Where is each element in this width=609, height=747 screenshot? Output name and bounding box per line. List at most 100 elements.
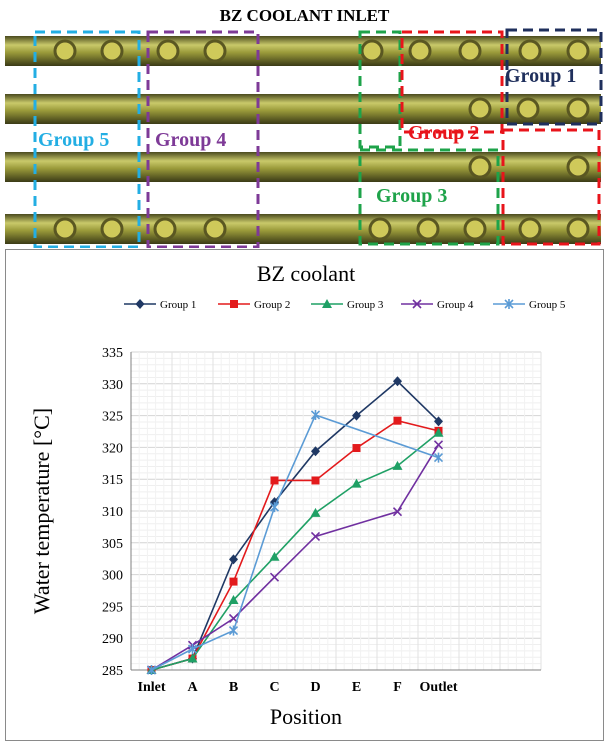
pipe-hole: [203, 39, 227, 63]
data-point-group-4: [310, 531, 321, 542]
group-2-box: [400, 30, 504, 134]
data-point-group-1: [270, 497, 279, 508]
legend-label-2: Group 2: [254, 299, 290, 311]
data-point-group-3: [433, 427, 444, 437]
data-point-group-5: [146, 665, 157, 675]
chart-frame: 285 290 295 300 305 310 315 320 325 330 335 Inlet A B…: [5, 249, 604, 741]
data-point-group-3: [310, 507, 321, 517]
data-point-group-1: [229, 554, 238, 565]
pipe-hole: [566, 39, 590, 63]
data-point-group-3: [351, 478, 362, 488]
pipe-hole: [468, 97, 492, 121]
data-point-group-5: [187, 644, 198, 655]
legend-marker-3: [322, 299, 332, 308]
data-point-group-1: [352, 410, 361, 421]
data-point-group-3: [269, 551, 280, 561]
pipe-hole: [100, 39, 124, 63]
y-tick-label: 305: [102, 537, 123, 552]
y-tick-label: 300: [102, 569, 123, 584]
y-tick-label: 310: [102, 505, 123, 520]
data-point-group-3: [228, 595, 239, 605]
x-tick-label: F: [393, 680, 402, 695]
pipe-hole: [463, 217, 487, 241]
data-point-group-2: [311, 476, 320, 485]
group-5-box: [33, 30, 141, 248]
legend-marker-5: [504, 299, 514, 309]
pipe-hole: [566, 155, 590, 179]
legend-marker-2: [230, 300, 238, 308]
y-tick-label: 285: [102, 664, 123, 679]
pipe-hole: [566, 97, 590, 121]
group-4-label: Group 4: [155, 129, 226, 151]
x-tick-label: Inlet: [138, 680, 166, 695]
pipe-row-3: [5, 152, 601, 182]
y-tick-label: 315: [102, 473, 123, 488]
pipe-row-4: [5, 214, 601, 244]
line-chart: 285 290 295 300 305 310 315 320 325 330 335 Inlet A B…: [29, 261, 566, 729]
group-1-label: Group 1: [505, 65, 576, 87]
data-point-group-4: [433, 440, 444, 450]
x-tick-label: B: [229, 680, 238, 695]
data-point-group-2: [270, 476, 279, 485]
data-point-group-1: [434, 416, 443, 427]
group-3-box: [358, 30, 402, 149]
pipe-hole: [53, 39, 77, 63]
data-point-group-2: [229, 577, 238, 586]
data-point-group-5: [269, 502, 280, 513]
group-5-label: Group 5: [38, 129, 109, 151]
group-3-label: Group 3: [376, 185, 447, 207]
data-point-group-3: [392, 460, 403, 470]
data-point-group-3: [187, 653, 198, 663]
x-tick-label: C: [269, 680, 279, 695]
series-line-5: [151, 413, 439, 671]
pipe-photo: Group 1 Group 2 Group 3 Group 4 Group 5: [5, 28, 603, 248]
legend-label-3: Group 3: [347, 299, 384, 311]
pipe-hole: [100, 217, 124, 241]
pipe-hole: [416, 217, 440, 241]
pipe-row-2: [5, 94, 601, 124]
x-axis-label: Position: [270, 704, 342, 729]
legend-label-1: Group 1: [160, 299, 196, 311]
y-axis-label: Water temperature [°C]: [29, 408, 54, 614]
y-tick-label: 295: [102, 600, 123, 615]
pipe-hole: [368, 217, 392, 241]
group-2-box-lower: [501, 128, 601, 246]
pipe-hole: [468, 155, 492, 179]
pipe-hole: [566, 217, 590, 241]
pipe-hole: [518, 217, 542, 241]
x-tick-label: A: [187, 680, 198, 695]
group-4-box: [146, 30, 260, 248]
pipe-hole: [156, 39, 180, 63]
data-point-group-2: [352, 444, 361, 453]
series-line-1: [151, 380, 440, 671]
group-3-box-lower: [358, 148, 500, 246]
x-tick-label: D: [310, 680, 320, 695]
pipe-hole: [203, 217, 227, 241]
data-point-group-4: [269, 572, 280, 582]
pipe-hole: [516, 97, 540, 121]
pipe-hole: [408, 39, 432, 63]
pipe-hole: [518, 39, 542, 63]
legend-label-4: Group 4: [437, 299, 474, 311]
x-tick-label: E: [352, 680, 361, 695]
data-point-group-1: [393, 376, 402, 387]
pipe-row-1: [5, 36, 601, 66]
y-tick-label: 290: [102, 632, 123, 647]
legend-label-5: Group 5: [529, 299, 566, 311]
y-tick-label: 320: [102, 441, 123, 456]
data-point-group-2: [393, 416, 402, 425]
pipe-hole: [153, 217, 177, 241]
data-point-group-5: [228, 625, 239, 636]
pipe-hole: [53, 217, 77, 241]
pipe-hole: [360, 39, 384, 63]
group-2-label: Group 2: [408, 122, 479, 144]
pipe-hole: [458, 39, 482, 63]
data-point-group-5: [310, 409, 321, 420]
data-point-group-1: [311, 446, 320, 457]
y-tick-label: 335: [102, 346, 123, 361]
chart-title: BZ coolant: [257, 261, 355, 286]
y-tick-label: 330: [102, 378, 123, 393]
x-tick-label: Outlet: [419, 680, 457, 695]
group-1-box: [505, 28, 603, 126]
y-tick-label: 325: [102, 410, 123, 425]
